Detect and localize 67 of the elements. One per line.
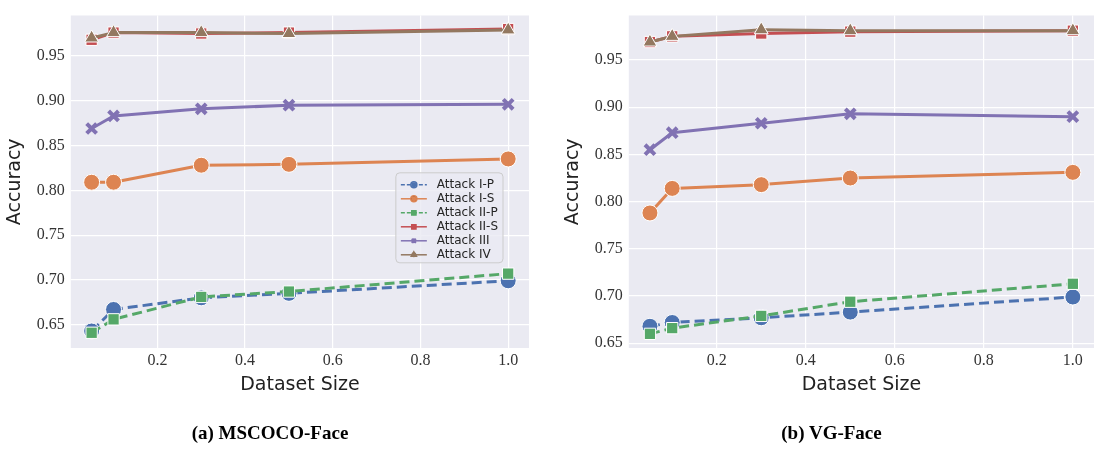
y-tick-label: 0.90 — [36, 90, 65, 108]
y-tick-label: 0.95 — [36, 46, 65, 64]
point — [282, 285, 296, 298]
point — [192, 156, 210, 174]
legend-label: Attack III — [436, 232, 490, 247]
point — [1066, 277, 1080, 290]
point — [280, 155, 298, 173]
point — [281, 98, 296, 113]
y-tick-label: 0.75 — [36, 225, 65, 243]
legend-label: Attack II-P — [436, 204, 498, 219]
x-tick-label: 0.2 — [706, 350, 727, 368]
point — [499, 150, 517, 168]
y-tick-label: 0.70 — [594, 286, 623, 304]
x-tick-label: 1.0 — [1062, 350, 1083, 368]
point — [502, 267, 515, 280]
point — [1064, 288, 1082, 306]
text: (a) MSCOCO-Face — [190, 422, 350, 444]
point — [843, 106, 858, 121]
point — [1065, 109, 1080, 124]
point — [84, 121, 99, 136]
point — [752, 176, 770, 194]
point — [106, 109, 121, 123]
x-tick-label: 0.4 — [235, 350, 256, 368]
point — [665, 125, 680, 140]
x-tick-label: 0.8 — [410, 350, 431, 368]
x-tick-label: 0.6 — [884, 350, 905, 368]
x-tick-label: 0.2 — [147, 350, 168, 368]
point — [841, 169, 859, 187]
point — [1064, 163, 1082, 181]
legend-label: Attack IV — [436, 246, 492, 261]
y-tick-label: 0.95 — [594, 50, 623, 68]
y-tick-label: 0.85 — [36, 135, 65, 153]
text: (b) VG-Face — [780, 422, 883, 444]
x-axis-title: Dataset Size — [801, 371, 922, 394]
point — [663, 179, 681, 197]
y-tick-label: 0.85 — [594, 144, 623, 162]
point — [641, 204, 659, 222]
point — [643, 142, 657, 157]
point — [755, 309, 768, 323]
x-axis-title: Dataset Size — [240, 371, 360, 394]
legend-label: Attack I-P — [436, 176, 495, 191]
point — [105, 173, 123, 191]
point — [844, 295, 857, 308]
legend-label: Attack II-S — [436, 218, 499, 233]
y-tick-label: 0.75 — [594, 239, 623, 257]
y-tick-label: 0.65 — [594, 333, 623, 351]
y-tick-label: 0.80 — [36, 180, 65, 198]
y-tick-label: 0.65 — [36, 314, 65, 332]
point — [107, 313, 120, 326]
x-tick-label: 0.4 — [795, 350, 816, 368]
x-tick-label: 0.8 — [973, 350, 994, 368]
point — [83, 173, 101, 191]
y-tick-label: 0.90 — [594, 97, 623, 115]
point — [501, 97, 516, 112]
point — [643, 327, 657, 340]
point — [666, 322, 679, 335]
point — [84, 29, 100, 43]
point — [754, 116, 769, 131]
y-axis-title: Accuracy — [560, 138, 583, 226]
x-tick-label: 0.6 — [322, 350, 343, 368]
point — [194, 101, 209, 116]
y-tick-label: 0.70 — [36, 270, 65, 288]
y-tick-label: 0.80 — [594, 191, 623, 209]
point — [753, 21, 769, 35]
x-tick-label: 1.0 — [498, 350, 519, 368]
legend-label: Attack I-S — [436, 190, 495, 205]
y-axis-title: Accuracy — [2, 138, 25, 226]
